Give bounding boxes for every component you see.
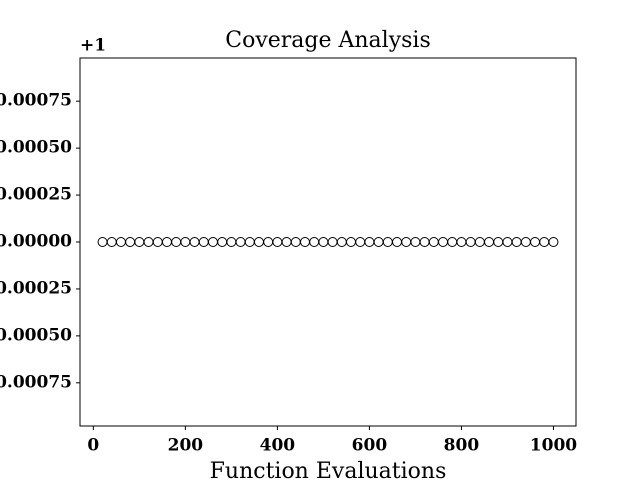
point bbox=[125, 237, 136, 247]
point bbox=[474, 237, 485, 247]
y-tick-label: −0.00050 bbox=[0, 325, 72, 345]
point bbox=[115, 237, 126, 247]
x-tick-label: 400 bbox=[260, 436, 296, 456]
point bbox=[392, 237, 403, 247]
point bbox=[171, 237, 182, 247]
point bbox=[410, 237, 421, 247]
point bbox=[272, 237, 283, 247]
point bbox=[235, 237, 246, 247]
point bbox=[539, 237, 550, 247]
point bbox=[244, 237, 255, 247]
x-tick-label: 0 bbox=[87, 436, 99, 456]
point bbox=[207, 237, 218, 247]
x-tick-label: 800 bbox=[444, 436, 480, 456]
point bbox=[189, 237, 200, 247]
y-tick-label: 0.00075 bbox=[0, 91, 72, 111]
point bbox=[106, 237, 117, 247]
y-tick-label: 0.00025 bbox=[0, 185, 72, 205]
point bbox=[364, 237, 375, 247]
point bbox=[309, 237, 320, 247]
point bbox=[502, 237, 513, 247]
y-tick-label: −0.00025 bbox=[0, 278, 72, 298]
x-tick-label: 200 bbox=[168, 436, 204, 456]
point bbox=[382, 237, 393, 247]
point bbox=[346, 237, 357, 247]
point bbox=[336, 237, 347, 247]
x-axis-label: Function Evaluations bbox=[210, 459, 447, 480]
point bbox=[465, 237, 476, 247]
point bbox=[438, 237, 449, 247]
point bbox=[428, 237, 439, 247]
point bbox=[217, 237, 228, 247]
point bbox=[484, 237, 495, 247]
point bbox=[134, 237, 145, 247]
x-tick-label: 1000 bbox=[530, 436, 577, 456]
point bbox=[548, 237, 559, 247]
point bbox=[327, 237, 338, 247]
point bbox=[456, 237, 467, 247]
point bbox=[373, 237, 384, 247]
point bbox=[511, 237, 522, 247]
y-tick-label: 0.00000 bbox=[0, 232, 72, 252]
point bbox=[520, 237, 531, 247]
point bbox=[318, 237, 329, 247]
point bbox=[152, 237, 163, 247]
point bbox=[355, 237, 366, 247]
point bbox=[447, 237, 458, 247]
point bbox=[180, 237, 191, 247]
point bbox=[493, 237, 504, 247]
point bbox=[419, 237, 430, 247]
x-tick-label: 600 bbox=[352, 436, 388, 456]
y-tick-label: 0.00050 bbox=[0, 138, 72, 158]
point bbox=[253, 237, 264, 247]
point bbox=[299, 237, 310, 247]
point bbox=[530, 237, 541, 247]
point bbox=[290, 237, 301, 247]
chart-title: Coverage Analysis bbox=[225, 28, 431, 53]
point bbox=[198, 237, 209, 247]
point bbox=[281, 237, 292, 247]
point bbox=[263, 237, 274, 247]
y-tick-label: −0.00075 bbox=[0, 372, 72, 392]
point bbox=[226, 237, 237, 247]
point bbox=[401, 237, 412, 247]
point bbox=[97, 237, 108, 247]
offset-text: +1 bbox=[80, 36, 106, 56]
point bbox=[143, 237, 154, 247]
point bbox=[161, 237, 172, 247]
